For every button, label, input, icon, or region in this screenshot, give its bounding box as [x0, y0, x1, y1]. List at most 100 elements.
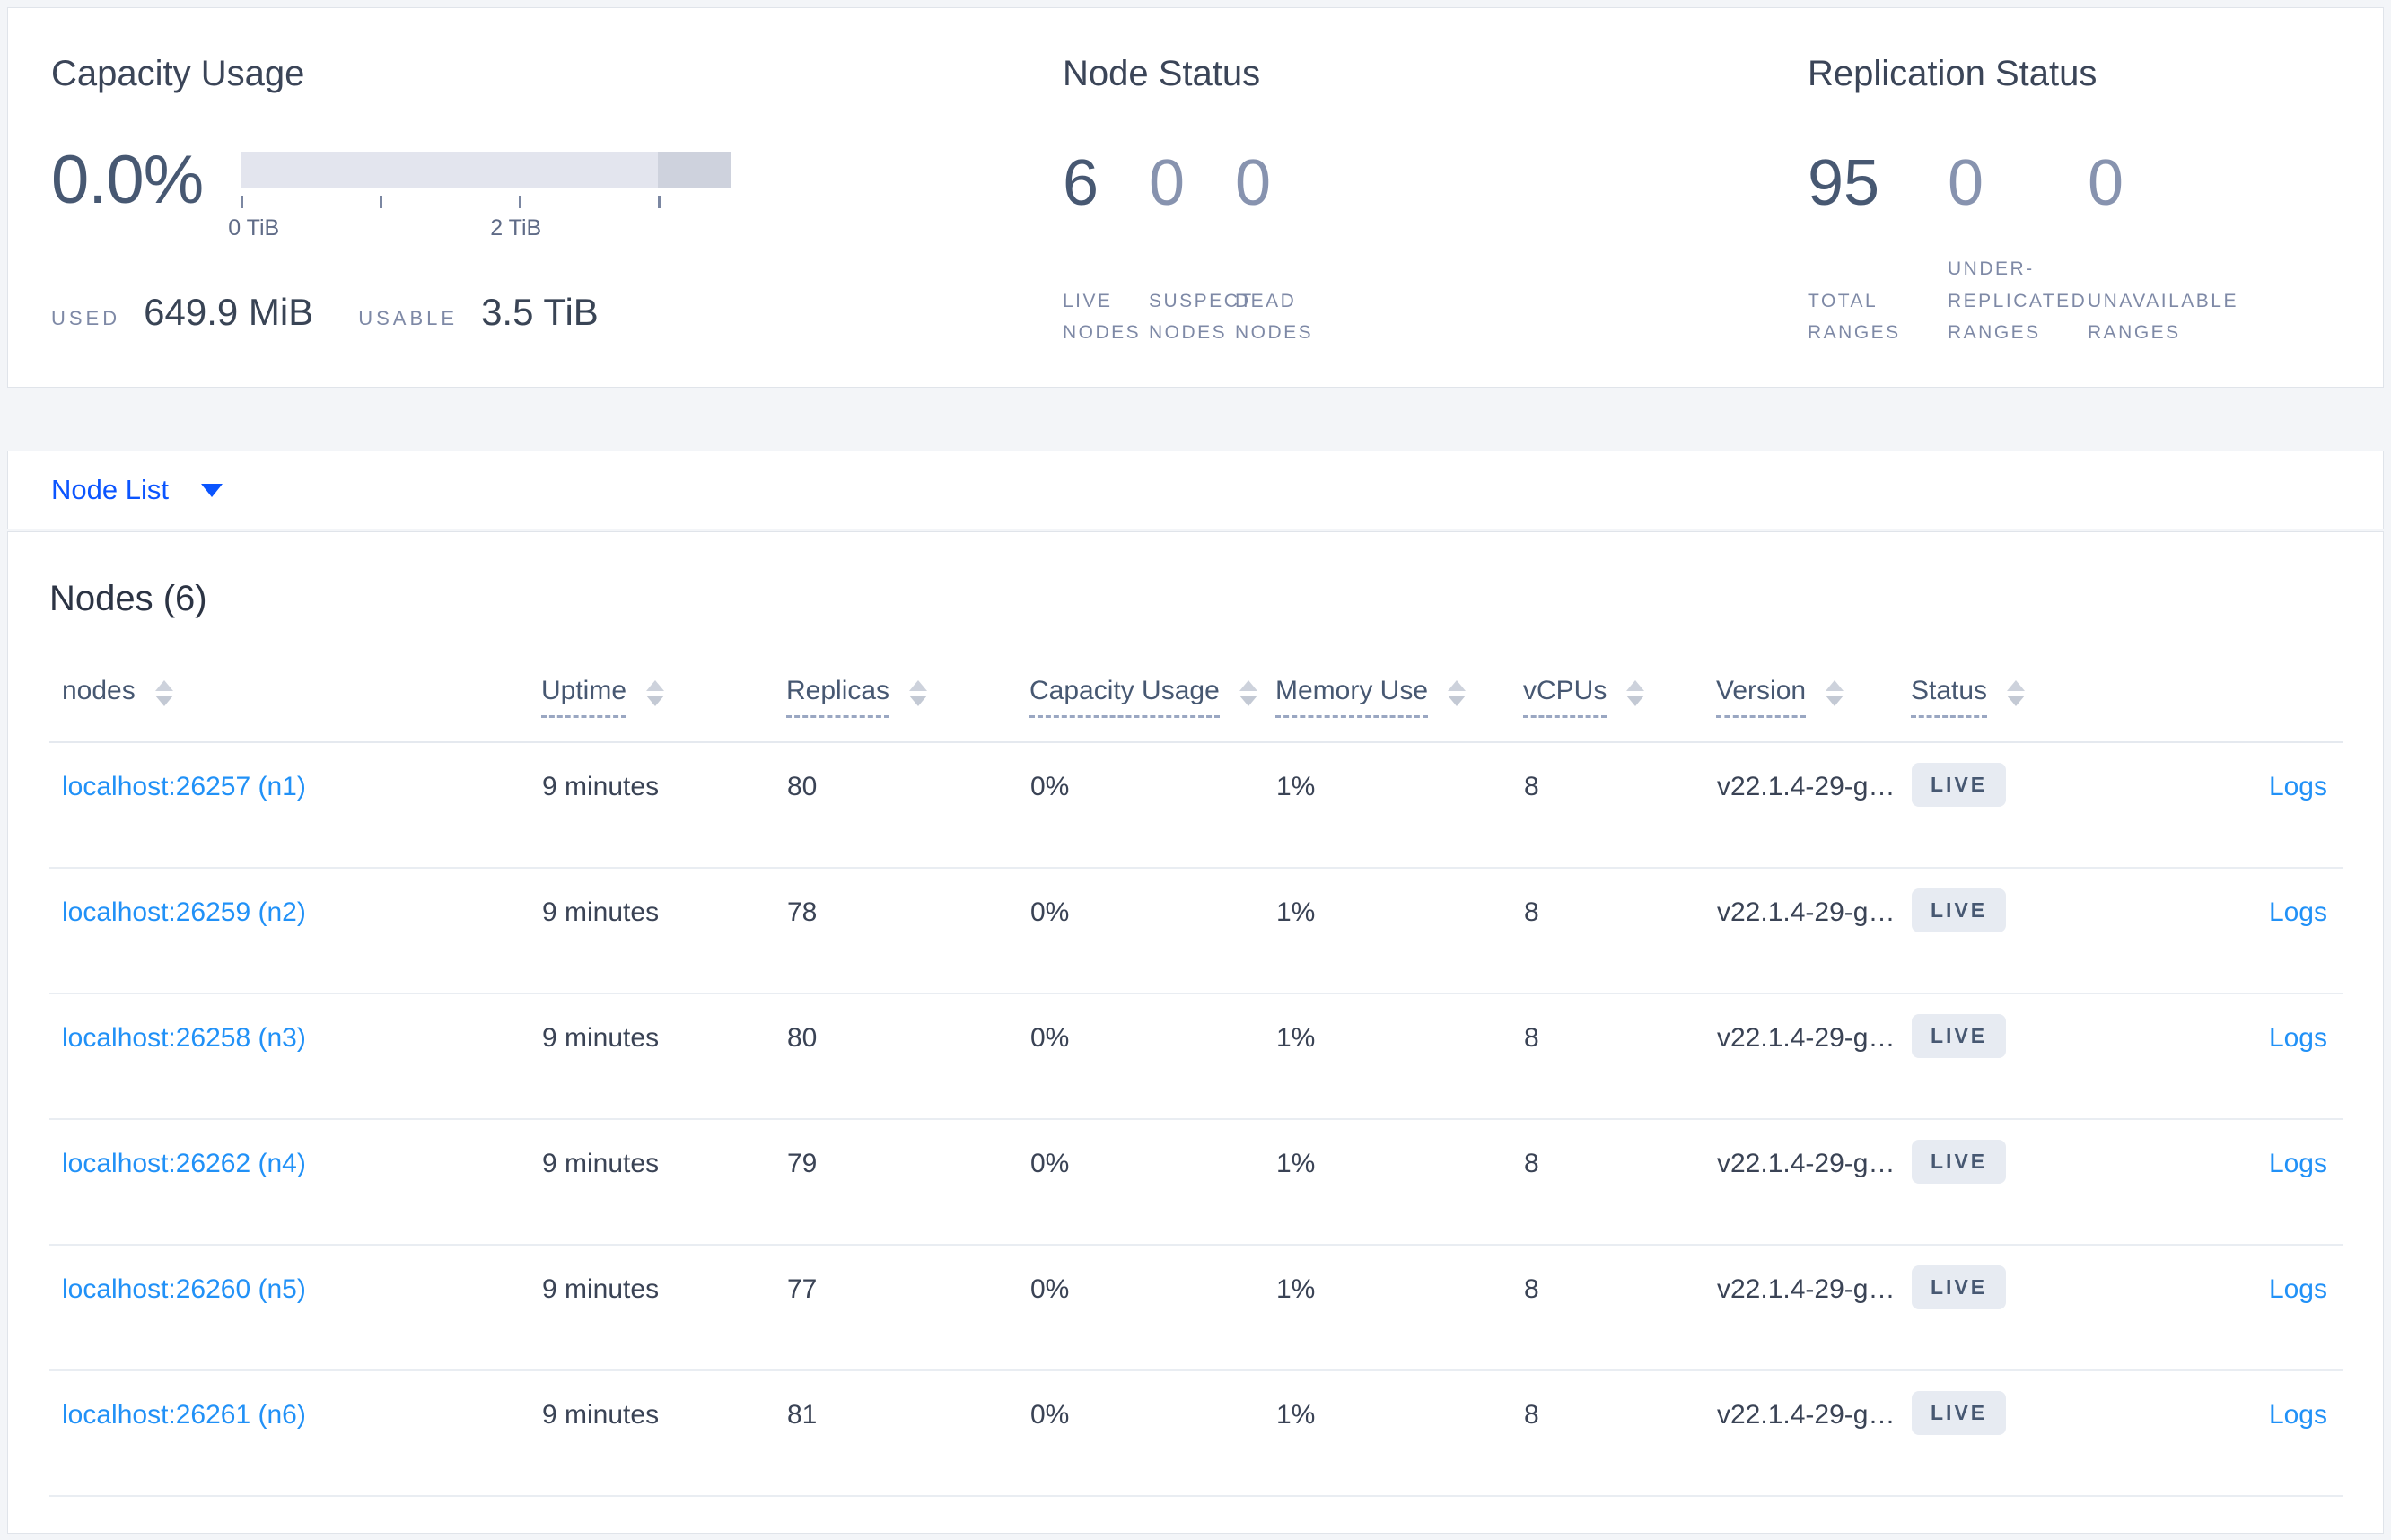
sort-down-arrow-icon — [2007, 695, 2026, 706]
version-cell: v22.1.4-29-g… — [1716, 742, 1911, 869]
total-ranges-value: 95 — [1808, 147, 1880, 219]
table-row: localhost:26258 (n3) 9 minutes 80 0% 1% … — [49, 993, 2343, 1120]
sort-icon — [1826, 679, 1844, 706]
replicas-cell: 80 — [786, 742, 1029, 869]
capacity-bar-chart: 0 TiB 2 TiB — [228, 152, 732, 242]
sort-icon — [1239, 679, 1257, 706]
view-selector-dropdown[interactable]: Node List — [7, 451, 2384, 529]
chevron-down-icon — [200, 483, 223, 497]
logs-link[interactable]: Logs — [2268, 1149, 2327, 1178]
column-header-label: Capacity Usage — [1029, 675, 1220, 718]
uptime-cell: 9 minutes — [541, 1119, 786, 1246]
column-header[interactable]: Replicas — [786, 675, 1029, 743]
sort-down-arrow-icon — [1826, 695, 1844, 706]
nodes-table-title: Nodes (6) — [49, 579, 207, 618]
used-label: USED — [51, 307, 121, 329]
replicas-cell: 79 — [786, 1119, 1029, 1246]
uptime-cell: 9 minutes — [541, 993, 786, 1120]
capacity-usage-cell: 0% — [1029, 1119, 1275, 1246]
uptime-cell: 9 minutes — [541, 1245, 786, 1371]
replicas-cell: 77 — [786, 1245, 1029, 1371]
version-cell: v22.1.4-29-g… — [1716, 868, 1911, 994]
logs-link[interactable]: Logs — [2268, 772, 2327, 801]
column-header-label: Memory Use — [1275, 675, 1429, 718]
capacity-usage-cell: 0% — [1029, 742, 1275, 869]
suspect-nodes-value: 0 — [1149, 147, 1186, 219]
axis-tick — [380, 196, 383, 208]
replicas-cell: 81 — [786, 1370, 1029, 1497]
capacity-usage-cell: 0% — [1029, 993, 1275, 1120]
axis-tick — [519, 196, 522, 208]
node-link[interactable]: localhost:26257 (n1) — [62, 772, 306, 801]
column-header[interactable]: Memory Use — [1275, 675, 1523, 743]
column-header[interactable]: Version — [1716, 675, 1911, 743]
column-header[interactable]: Uptime — [541, 675, 786, 743]
sort-up-arrow-icon — [1826, 679, 1844, 691]
status-badge: LIVE — [1912, 888, 2007, 932]
logs-link[interactable]: Logs — [2268, 1400, 2327, 1430]
capacity-usage-title: Capacity Usage — [51, 54, 305, 93]
node-link[interactable]: localhost:26261 (n6) — [62, 1400, 306, 1430]
axis-tick — [658, 196, 661, 208]
dead-nodes-value: 0 — [1235, 147, 1272, 219]
used-value: 649.9 MiB — [144, 291, 314, 333]
uptime-cell: 9 minutes — [541, 1370, 786, 1497]
column-header-label: Uptime — [541, 675, 627, 718]
sort-icon — [646, 679, 665, 706]
status-badge: LIVE — [1912, 1140, 2007, 1184]
sort-up-arrow-icon — [1626, 679, 1645, 691]
logs-link[interactable]: Logs — [2268, 1274, 2327, 1304]
column-header-label: vCPUs — [1523, 675, 1607, 718]
logs-link[interactable]: Logs — [2268, 897, 2327, 927]
node-status-section: Node Status 6 LIVE NODES 0 SUSPECT NODES… — [1063, 53, 1808, 387]
unavailable-ranges-stat: 0 UNAVAILABLE RANGES — [2088, 147, 2236, 349]
status-badge: LIVE — [1912, 1014, 2007, 1058]
vcpus-cell: 8 — [1523, 993, 1716, 1120]
vcpus-cell: 8 — [1523, 742, 1716, 869]
capacity-bar — [241, 152, 732, 188]
vcpus-cell: 8 — [1523, 868, 1716, 994]
nodes-table: nodes Uptime Replicas Capacity Usag — [49, 675, 2343, 1497]
memory-use-cell: 1% — [1275, 742, 1523, 869]
replicas-cell: 80 — [786, 993, 1029, 1120]
nodes-table-panel: Nodes (6) nodes Uptime Replica — [7, 531, 2384, 1534]
view-selector-label[interactable]: Node List — [51, 474, 169, 505]
column-header[interactable]: nodes — [49, 675, 541, 743]
sort-down-arrow-icon — [909, 695, 928, 706]
node-link[interactable]: localhost:26262 (n4) — [62, 1149, 306, 1178]
memory-use-cell: 1% — [1275, 1370, 1523, 1497]
uptime-cell: 9 minutes — [541, 868, 786, 994]
capacity-percent: 0.0% — [51, 142, 204, 218]
node-link[interactable]: localhost:26259 (n2) — [62, 897, 306, 927]
vcpus-cell: 8 — [1523, 1119, 1716, 1246]
capacity-axis: 0 TiB 2 TiB — [228, 196, 731, 242]
live-nodes-stat: 6 LIVE NODES — [1063, 149, 1149, 349]
table-row: localhost:26261 (n6) 9 minutes 81 0% 1% … — [49, 1370, 2343, 1497]
node-link[interactable]: localhost:26258 (n3) — [62, 1023, 306, 1053]
sort-up-arrow-icon — [154, 679, 173, 691]
sort-up-arrow-icon — [909, 679, 928, 691]
node-link[interactable]: localhost:26260 (n5) — [62, 1274, 306, 1304]
column-header[interactable]: Status — [1911, 675, 2126, 743]
sort-down-arrow-icon — [154, 695, 173, 706]
sort-icon — [1626, 679, 1645, 706]
status-badge: LIVE — [1912, 763, 2007, 807]
version-cell: v22.1.4-29-g… — [1716, 993, 1911, 1120]
usable-label: USABLE — [358, 307, 459, 329]
unavailable-ranges-value: 0 — [2088, 147, 2124, 219]
axis-tick — [241, 196, 244, 208]
column-header[interactable]: Capacity Usage — [1029, 675, 1275, 743]
logs-link[interactable]: Logs — [2268, 1023, 2327, 1053]
replicas-cell: 78 — [786, 868, 1029, 994]
sort-up-arrow-icon — [2007, 679, 2026, 691]
axis-tick-label: 2 TiB — [490, 215, 542, 241]
column-header-label: Status — [1911, 675, 1988, 718]
under-replicated-label: UNDER-REPLICATED RANGES — [1948, 258, 2088, 344]
column-header[interactable]: vCPUs — [1523, 675, 1716, 743]
replication-status-section: Replication Status 95 TOTAL RANGES 0 UND… — [1808, 53, 2383, 387]
column-header[interactable] — [2126, 675, 2343, 743]
status-badge: LIVE — [1912, 1265, 2007, 1309]
version-cell: v22.1.4-29-g… — [1716, 1370, 1911, 1497]
total-ranges-label: TOTAL RANGES — [1808, 290, 1901, 344]
dead-nodes-stat: 0 DEAD NODES — [1235, 147, 1321, 349]
